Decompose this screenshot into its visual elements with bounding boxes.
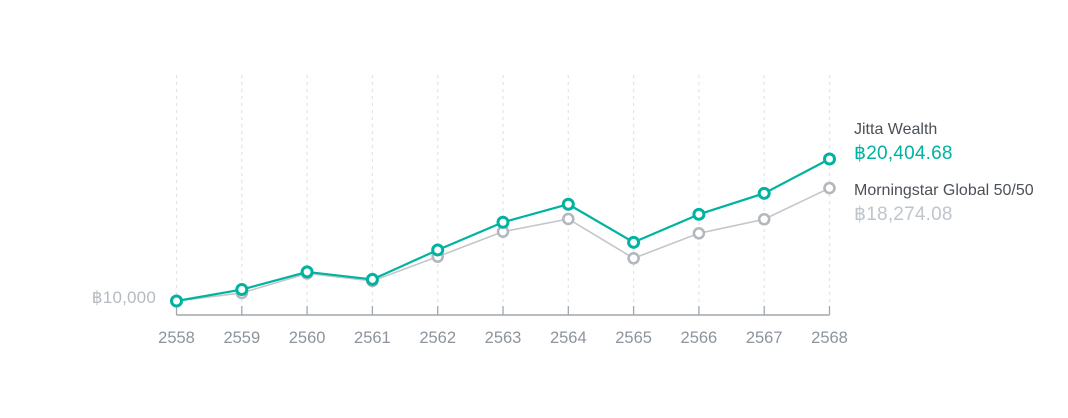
legend-item-morningstar-global-5050: Morningstar Global 50/50 ฿18,274.08 bbox=[854, 181, 1034, 226]
series-current-value: ฿18,274.08 bbox=[854, 204, 953, 225]
data-point-marker-morningstar-global-50-50[interactable] bbox=[561, 212, 575, 226]
series-current-value: ฿20,404.68 bbox=[854, 143, 953, 164]
x-axis-label: 2559 bbox=[223, 329, 260, 347]
x-axis-label: 2563 bbox=[485, 329, 522, 347]
data-point-marker-morningstar-global-50-50[interactable] bbox=[692, 227, 706, 240]
data-point-marker-morningstar-global-50-50[interactable] bbox=[627, 251, 640, 265]
data-point-marker-jitta-wealth[interactable] bbox=[235, 283, 249, 297]
x-axis-label: 2561 bbox=[354, 329, 391, 347]
x-axis-label: 2568 bbox=[811, 329, 848, 347]
data-point-marker-morningstar-global-50-50[interactable] bbox=[757, 212, 771, 226]
data-point-marker-jitta-wealth[interactable] bbox=[823, 152, 836, 166]
data-point-marker-jitta-wealth[interactable] bbox=[627, 235, 641, 249]
x-axis-label: 2567 bbox=[746, 329, 783, 347]
x-axis-label: 2562 bbox=[419, 329, 456, 347]
data-point-marker-jitta-wealth[interactable] bbox=[496, 215, 510, 229]
legend-item-jitta-wealth: Jitta Wealth ฿20,404.68 bbox=[854, 120, 953, 165]
series-name-label: Morningstar Global 50/50 bbox=[854, 182, 1034, 199]
x-axis-label: 2565 bbox=[615, 329, 652, 347]
data-point-marker-jitta-wealth[interactable] bbox=[561, 197, 575, 211]
data-point-marker-jitta-wealth[interactable] bbox=[365, 272, 379, 286]
series-name-label: Jitta Wealth bbox=[854, 121, 938, 138]
x-axis-label: 2560 bbox=[289, 329, 326, 347]
data-point-marker-morningstar-global-50-50[interactable] bbox=[823, 181, 836, 195]
data-point-marker-jitta-wealth[interactable] bbox=[431, 243, 445, 257]
data-point-marker-jitta-wealth[interactable] bbox=[757, 186, 771, 200]
x-axis-label: 2564 bbox=[550, 329, 587, 347]
x-axis-label: 2558 bbox=[158, 329, 195, 347]
y-baseline-label: ฿10,000 bbox=[91, 288, 156, 307]
data-point-marker-jitta-wealth[interactable] bbox=[170, 294, 183, 308]
x-axis-label: 2566 bbox=[681, 329, 718, 347]
data-point-marker-jitta-wealth[interactable] bbox=[300, 265, 314, 279]
data-point-marker-jitta-wealth[interactable] bbox=[692, 207, 706, 221]
